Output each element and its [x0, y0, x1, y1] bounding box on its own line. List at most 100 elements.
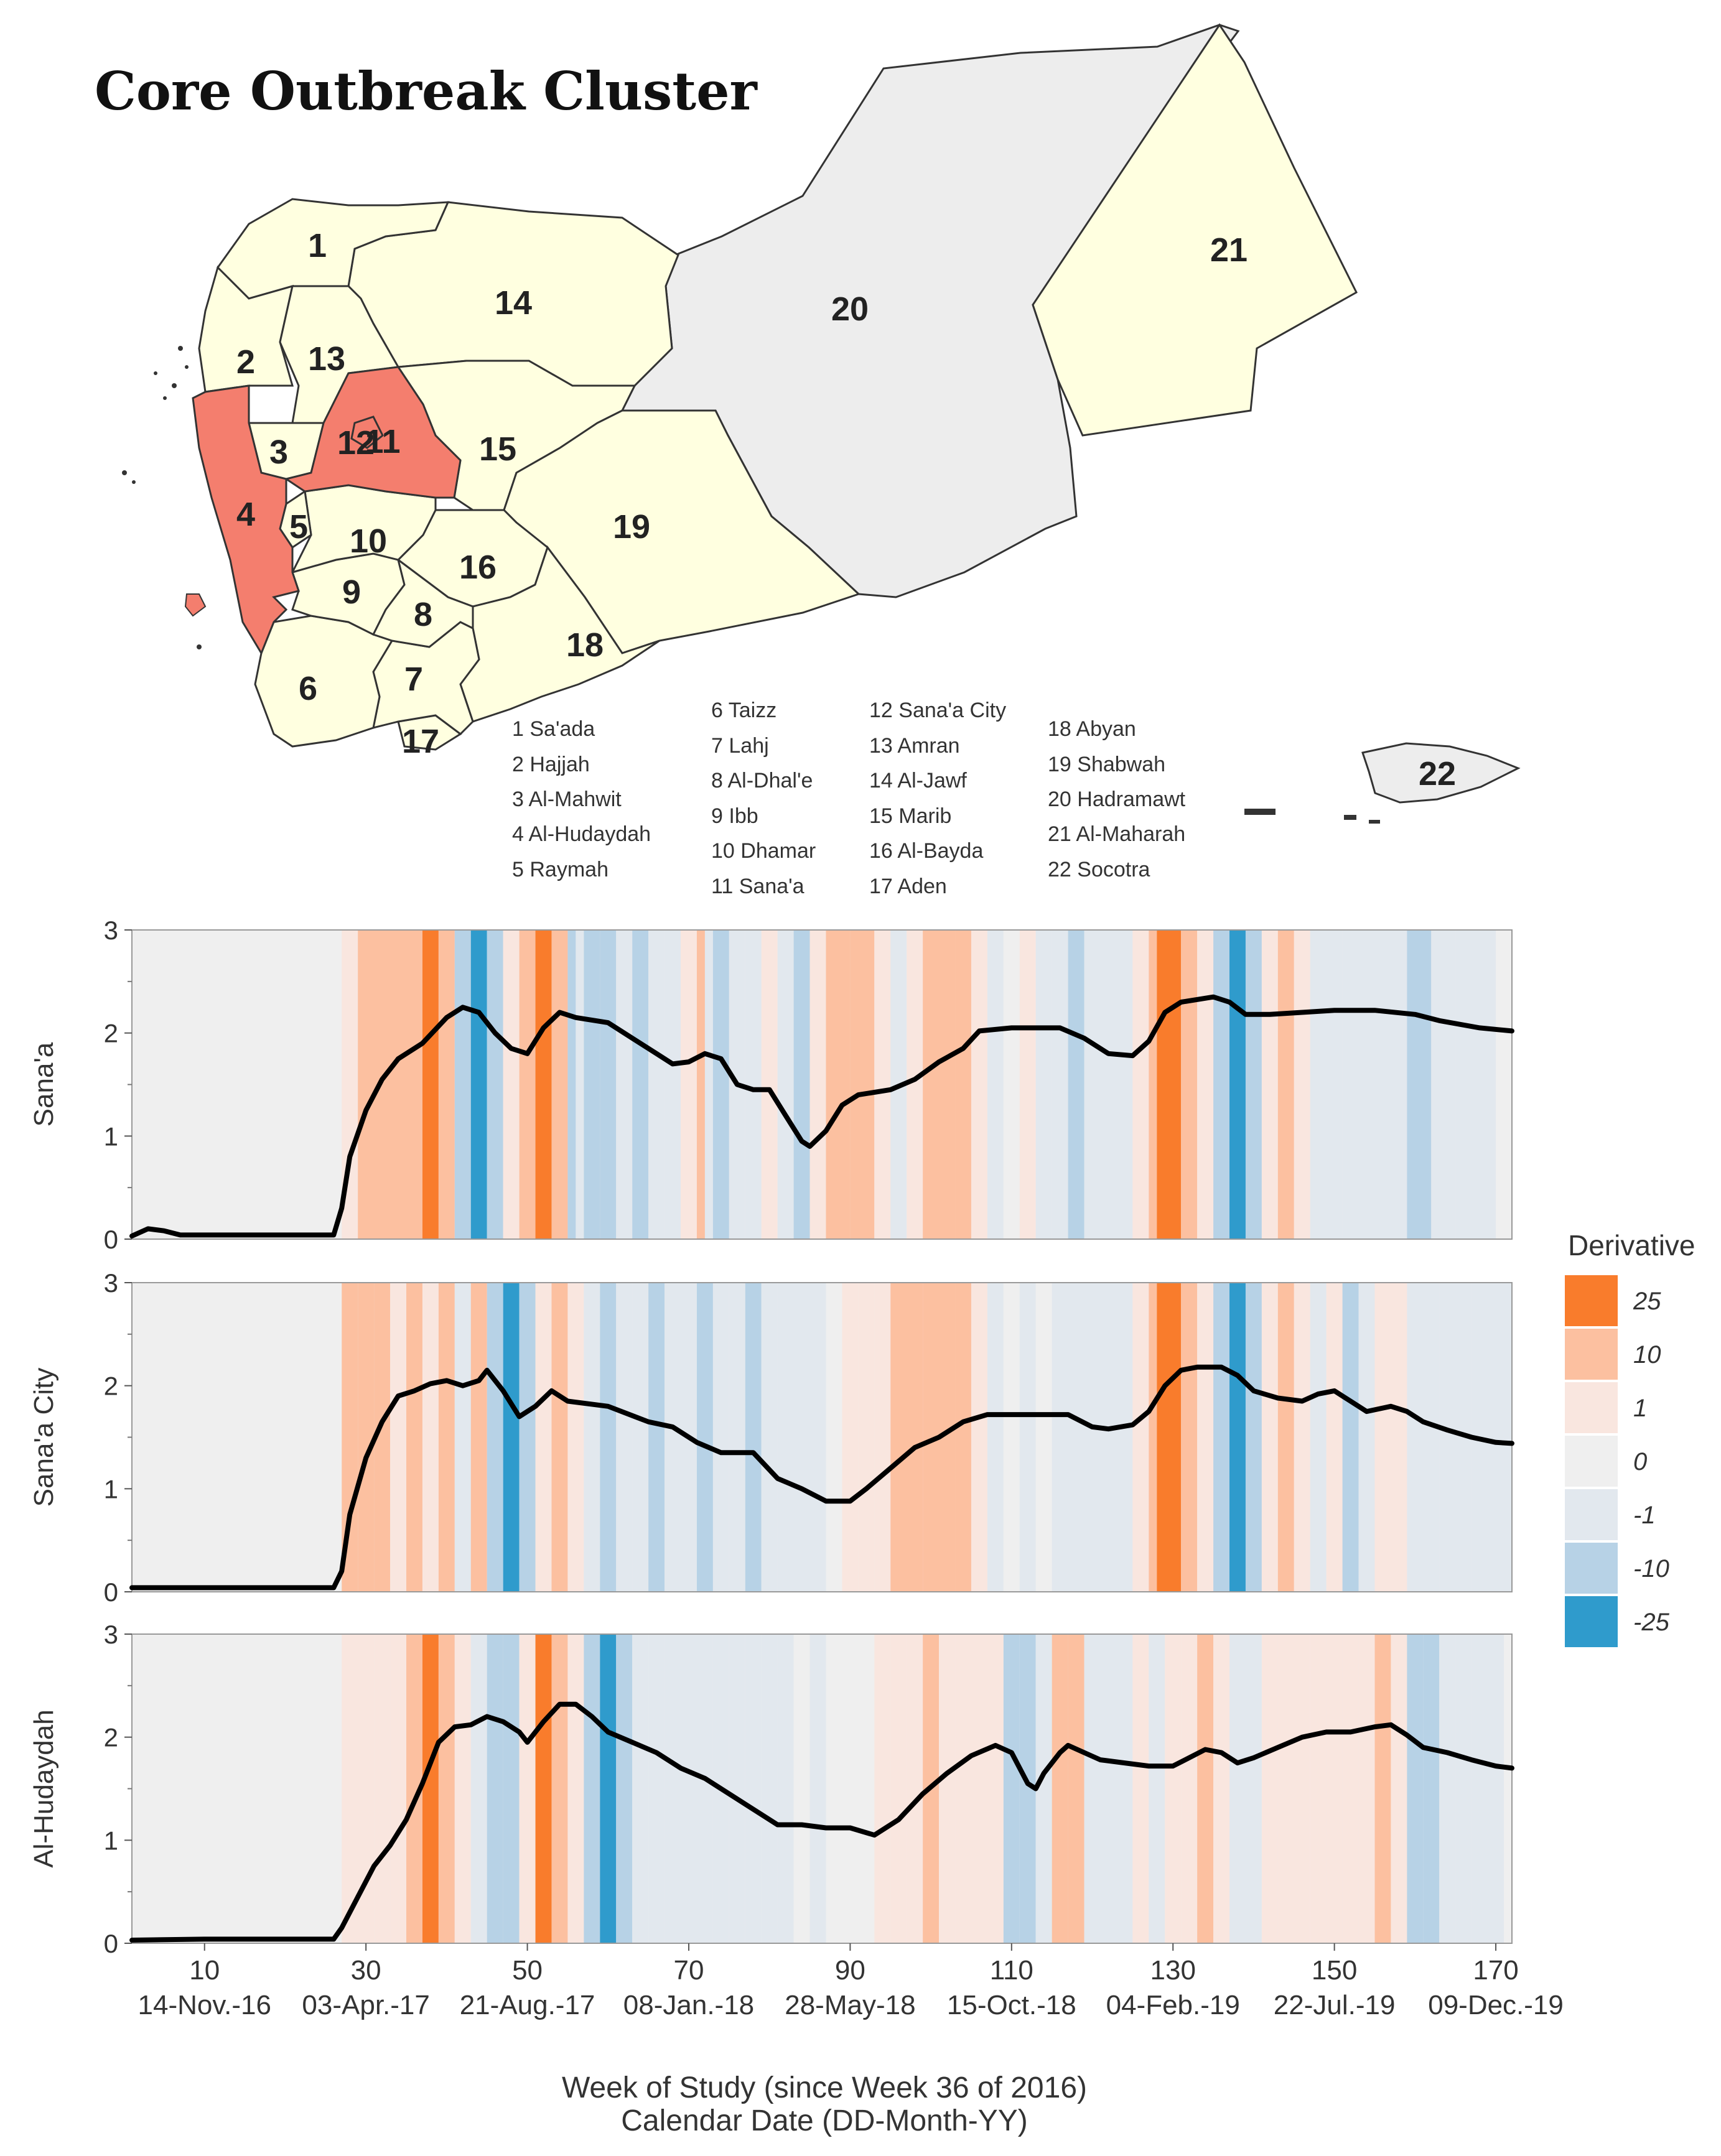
derivative-tile	[342, 1634, 358, 1943]
derivative-tile	[1068, 930, 1084, 1239]
derivative-tile	[374, 1634, 391, 1943]
derivative-tile	[1310, 1283, 1327, 1592]
region-key-entry: 10 Dhamar	[711, 839, 816, 863]
derivative-tile	[1455, 930, 1480, 1239]
derivative-tile	[1068, 1634, 1084, 1943]
derivative-tile	[923, 930, 956, 1239]
derivative-tile	[1294, 1283, 1310, 1592]
derivative-tile	[519, 930, 536, 1239]
derivative-tile	[1052, 1634, 1068, 1943]
derivative-tile	[567, 930, 576, 1239]
region-al-dhale	[371, 557, 474, 648]
region-key: 1 Sa'ada 2 Hajjah 3 Al-Mahwit 4 Al-Huday…	[512, 699, 1186, 898]
x-tick-date: 08-Jan.-18	[623, 1990, 754, 2020]
legend-swatch	[1565, 1489, 1618, 1540]
legend-label: 0	[1633, 1448, 1647, 1475]
derivative-tile	[842, 1634, 859, 1943]
derivative-tile	[809, 930, 826, 1239]
derivative-tile	[1157, 930, 1182, 1239]
derivative-tile	[1229, 930, 1246, 1239]
region-sanaa-city	[350, 416, 384, 449]
derivative-tile	[1165, 1634, 1182, 1943]
x-tick-label: 70	[674, 1955, 704, 1986]
x-tick-date: 09-Dec.-19	[1428, 1990, 1564, 2020]
region-key-entry: 15 Marib	[869, 804, 951, 828]
derivative-tile	[390, 1283, 407, 1592]
x-tick-date: 14-Nov.-16	[138, 1990, 271, 2020]
derivative-tile	[648, 1634, 665, 1943]
map-title: Core Outbreak Cluster	[95, 60, 758, 122]
derivative-tile	[858, 1634, 875, 1943]
derivative-tile	[600, 1634, 617, 1943]
derivative-tile	[745, 1283, 762, 1592]
derivative-tile	[696, 1283, 713, 1592]
derivative-tile	[681, 1634, 697, 1943]
derivative-tile	[648, 1283, 665, 1592]
derivative-tile	[1277, 1634, 1294, 1943]
region-label: 3	[269, 434, 288, 471]
legend-swatch	[1565, 1596, 1618, 1647]
panel-y-label: Al-Hudaydah	[29, 1709, 59, 1867]
x-tick-label: 170	[1473, 1955, 1518, 1986]
derivative-tile	[584, 1283, 600, 1592]
derivative-tile	[1455, 1634, 1472, 1943]
derivative-tile	[1100, 930, 1117, 1239]
derivative-tile	[955, 1283, 971, 1592]
derivative-tile	[1019, 930, 1036, 1239]
region-label: 4	[236, 496, 255, 533]
derivative-tile	[422, 930, 439, 1239]
derivative-tile	[1358, 1634, 1375, 1943]
yemen-map: Core Outbreak Cluster	[95, 23, 1521, 898]
socotra-islets	[1244, 809, 1380, 824]
derivative-tile	[454, 930, 471, 1239]
y-tick-label: 2	[104, 1723, 118, 1752]
derivative-tile	[1480, 930, 1496, 1239]
derivative-tile	[1407, 1283, 1440, 1592]
derivative-tile	[955, 1634, 971, 1943]
derivative-tile	[1084, 1283, 1101, 1592]
island-kamaran	[184, 593, 207, 617]
region-label: 7	[404, 661, 423, 698]
region-key-entry: 1 Sa'ada	[512, 717, 595, 741]
derivative-tile	[712, 930, 729, 1239]
derivative-tile	[874, 1634, 891, 1943]
region-key-entry: 2 Hajjah	[512, 753, 590, 776]
x-axis-title: Week of Study (since Week 36 of 2016)	[562, 2071, 1087, 2104]
derivative-tile	[1116, 1283, 1133, 1592]
derivative-tile	[535, 1283, 552, 1592]
region-label: 11	[365, 423, 400, 460]
y-tick-label: 1	[104, 1474, 118, 1503]
derivative-tile	[1213, 1283, 1230, 1592]
region-key-entry: 13 Amran	[869, 734, 960, 758]
derivative-tile	[1407, 930, 1432, 1239]
derivative-tile	[729, 1283, 745, 1592]
y-tick-label: 0	[104, 1225, 118, 1254]
derivative-tile	[809, 1634, 826, 1943]
derivative-tile	[1391, 1634, 1407, 1943]
derivative-tile	[971, 930, 987, 1239]
y-tick-label: 2	[104, 1019, 118, 1048]
region-key-entry: 12 Sana'a City	[869, 699, 1006, 722]
derivative-tile	[745, 1634, 762, 1943]
x-axis-subtitle: Calendar Date (DD-Month-YY)	[621, 2104, 1028, 2137]
panel-2: 0 1 2 3 Al-Hudaydah	[29, 1620, 1514, 1958]
region-label: 6	[299, 670, 317, 707]
derivative-tile	[584, 1634, 600, 1943]
derivative-tile	[826, 1283, 842, 1592]
derivative-tile	[971, 1634, 987, 1943]
derivative-tile	[535, 930, 552, 1239]
region-label: 15	[479, 430, 516, 468]
derivative-tile	[1181, 1283, 1198, 1592]
derivative-tile	[1245, 1283, 1262, 1592]
derivative-tile	[1261, 1634, 1278, 1943]
derivative-tile	[712, 1283, 729, 1592]
derivative-tile	[503, 1283, 520, 1592]
series-line	[129, 994, 1514, 1238]
derivative-tile	[1003, 1283, 1020, 1592]
derivative-tile	[422, 1634, 439, 1943]
series-line	[129, 1364, 1514, 1591]
derivative-tile	[535, 1634, 552, 1943]
region-key-entry: 18 Abyan	[1048, 717, 1136, 741]
y-tick-label: 0	[104, 1578, 118, 1607]
